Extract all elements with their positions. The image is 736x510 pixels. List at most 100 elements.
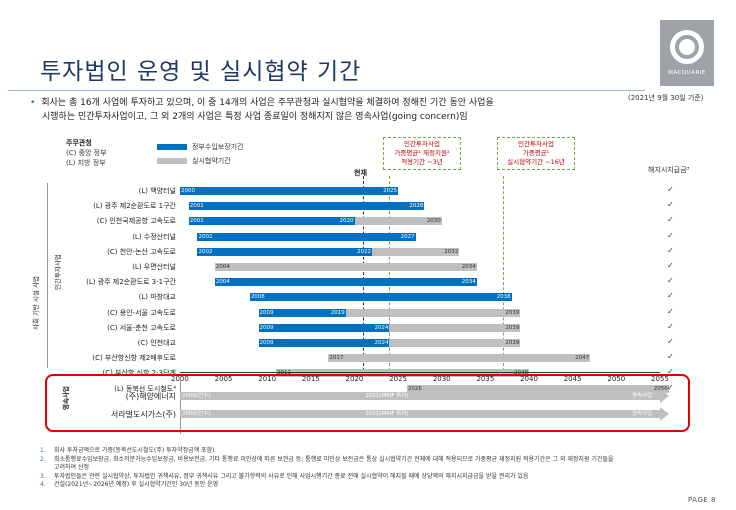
legend-local: (L) 지방 정부 [66, 159, 106, 167]
project-label: (C) 천안-논산 고속도로 [107, 247, 176, 256]
callout-a-line2: 가중평균¹ 재정지원² [394, 149, 450, 157]
bar-start-label: 2008 [250, 294, 265, 301]
bar-blue-end-label: 2022 [357, 248, 371, 255]
intro-line-1: 회사는 총 16개 사업에 투자하고 있으며, 이 중 14개의 사업은 주무관… [41, 98, 494, 108]
bar-start-label: 2001 [189, 218, 204, 225]
check-icon: ✓ [667, 306, 674, 316]
bar-start-label: 2009 [259, 309, 274, 316]
project-label: (C) 부산항 신항 2-3단계 [102, 369, 176, 378]
going-concern-label: 서라벌도시가스(주) [110, 410, 176, 419]
blue-bar [188, 217, 355, 226]
legend-authority-title: 주무관청 [66, 139, 92, 147]
going-concern-arrow [660, 407, 669, 421]
bar-start-label: 2004 [215, 264, 230, 270]
legend: 주무관청 (C) 중앙 정부 (L) 지방 정부 [66, 138, 107, 168]
project-label: (L) 동북선 도시철도⁴ [114, 384, 176, 393]
footnotes: 1. 회사 투자금액으로 가중(동북선도시철도(주) 투자약정금액 포함) 2. 최… [40, 447, 613, 490]
check-icon: ✓ [667, 367, 674, 377]
bar-gray-end-label: 2039 [505, 309, 520, 316]
bar-blue-end-label: 2034 [461, 279, 476, 286]
going-concern-end: 영속사업 [632, 393, 653, 399]
check-icon: ✓ [667, 337, 674, 346]
x-tick-label: 2010 [258, 375, 277, 383]
legend-blue-swatch [157, 144, 187, 150]
project-label: (C) 부산항신항 제2배후도로 [92, 354, 176, 363]
date-note: (2021년 9월 30일 기준) [628, 94, 704, 102]
bar-blue-end-label: 2024 [374, 324, 389, 331]
bar-gray-end-label: 2039 [505, 324, 520, 331]
callout-support-period: 민간투자사업 가중평균¹ 재정지원² 적용기간 ~3년 [383, 137, 461, 170]
x-tick-label: 2035 [476, 375, 495, 383]
bar-blue-end-label: 2028 [409, 203, 424, 210]
legend-central: (C) 중앙 정부 [66, 149, 107, 157]
x-tick-label: 2005 [214, 375, 233, 383]
callout-b-line1: 민간투자사업 [518, 140, 554, 148]
callout-a-line3: 적용기간 ~3년 [401, 158, 443, 166]
macquarie-logo: MACQUARIE [660, 20, 714, 86]
x-tick-label: 2055 [651, 375, 669, 383]
bar-gray-end-label: 2047 [575, 355, 590, 362]
page-number: PAGE 8 [688, 496, 716, 504]
gray-bar [354, 217, 442, 226]
footnote-3: 3. 투자법인들은 관련 실시협약상, 투자법인 귀책사유, 정부 귀책사유 그리… [40, 472, 529, 480]
bar-blue-end-label: 2038 [496, 294, 511, 301]
bar-gray-end-label: 2034 [461, 264, 476, 270]
x-tick-label: 2050 [607, 375, 626, 383]
footnote-2: 2. 최소통행료수입보장금, 최소저분가능수입보장금, 비용보전금, 기타 통행료… [40, 455, 614, 463]
intro-bullet: • 회사는 총 16개 사업에 투자하고 있으며, 이 중 14개의 사업은 주무… [30, 96, 630, 124]
callout-b-line2: 가중평균¹ [522, 149, 550, 157]
title-divider [8, 90, 645, 91]
project-label: (C) 서울-춘천 고속도로 [107, 323, 176, 332]
x-tick-label: 2025 [389, 375, 407, 383]
going-concern-label: (주)해양에너지 [125, 392, 176, 401]
going-concern-arrow [660, 389, 669, 403]
blue-bar [197, 247, 372, 256]
blue-bar [188, 202, 425, 211]
gray-bar [214, 263, 477, 271]
callout-a-line1: 민간투자사업 [404, 140, 440, 148]
x-tick-label: 2030 [432, 375, 451, 383]
x-tick-label: 2045 [563, 375, 582, 383]
x-tick-label: 2020 [345, 375, 364, 383]
check-icon: ✓ [667, 321, 674, 331]
gray-bar [406, 384, 669, 393]
logo-text: MACQUARIE [668, 70, 706, 76]
side-bracket [47, 183, 48, 368]
project-label: (L) 백양터널 [138, 187, 176, 195]
blue-bar [258, 339, 390, 347]
gray-bar [372, 247, 460, 256]
footnote-1: 1. 회사 투자금액으로 가중(동북선도시철도(주) 투자약정금액 포함) [40, 447, 215, 454]
now-line [363, 176, 365, 371]
bar-gray-end-label: 2056 [653, 385, 668, 392]
check-icon: ✓ [667, 291, 674, 301]
bar-blue-end-label: 2027 [400, 233, 415, 240]
check-icon: ✓ [667, 382, 674, 392]
bar-blue-end-label: 2019 [330, 309, 345, 316]
going-concern-start: 2000(인수) [182, 411, 211, 417]
gray-bar [328, 354, 591, 363]
check-icon: ✓ [667, 200, 674, 210]
project-label: (L) 수정산터널 [132, 232, 176, 241]
bar-blue-end-label: 2024 [374, 340, 389, 346]
going-concern-bar [180, 410, 660, 418]
check-icon: ✓ [667, 215, 674, 225]
legend-blue-label: 정부수입보장기간 [192, 143, 244, 151]
check-icon: ✓ [667, 185, 674, 194]
bar-blue-end-label: 2025 [383, 188, 398, 194]
callout-agreement-period: 민간투자사업 가중평균¹ 실시협약기간 ~16년 [497, 137, 575, 170]
bar-start-label: 2009 [259, 324, 274, 331]
project-label: (C) 용인-서울 고속도로 [107, 308, 176, 317]
check-icon: ✓ [667, 261, 674, 270]
project-label: (L) 마창대교 [138, 293, 176, 302]
callout-a-guide [389, 176, 391, 371]
check-icon: ✓ [667, 352, 674, 362]
x-tick-label: 2040 [520, 375, 538, 383]
project-label: (L) 우면산터널 [132, 263, 176, 271]
going-concern-mid: 2021(MKIF 투자) [365, 411, 409, 417]
termination-header: 해지시지급금³ [648, 166, 690, 174]
bar-start-label: 2001 [189, 203, 204, 210]
blue-bar [180, 187, 399, 195]
bar-blue-end-label: 2020 [339, 218, 354, 225]
project-label: (L) 광주 제2순환도로 3-1구간 [86, 278, 176, 287]
x-tick-label: 2000 [171, 375, 189, 383]
